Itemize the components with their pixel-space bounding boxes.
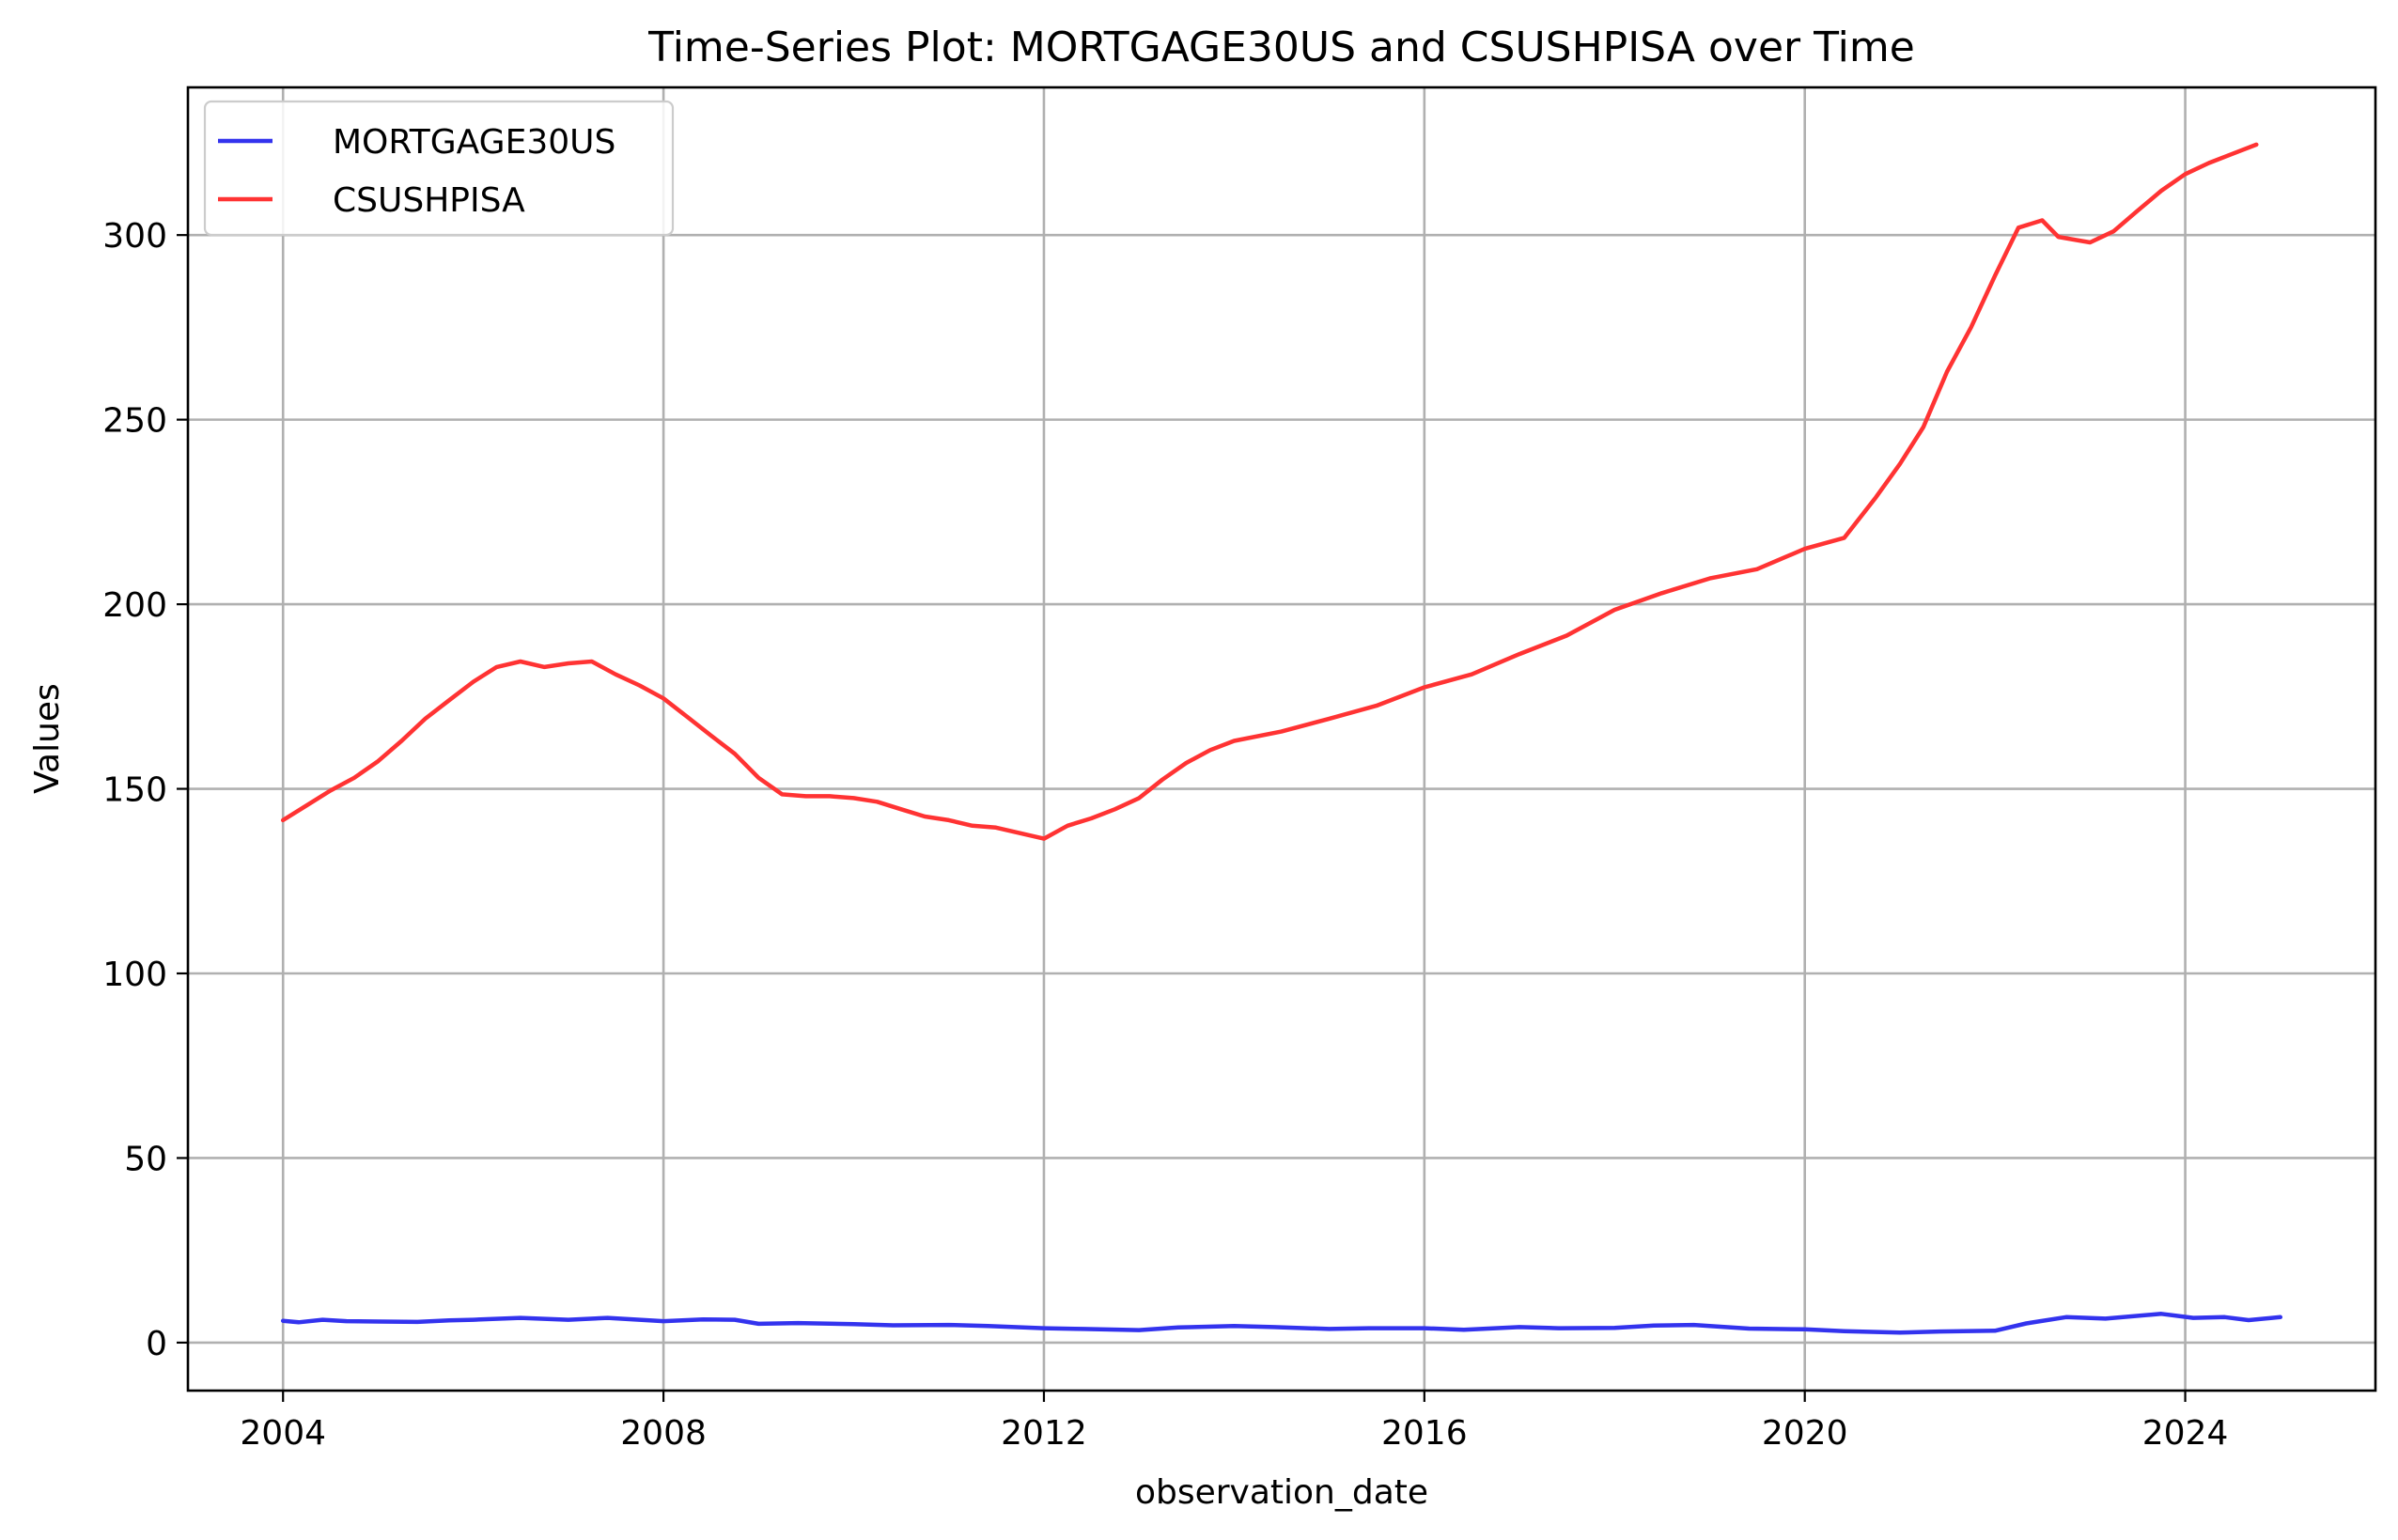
y-tick-label: 150	[102, 771, 167, 810]
series-line-csushpisa	[280, 142, 2259, 841]
legend-box	[203, 100, 675, 237]
series-line-mortgage30us	[280, 1312, 2283, 1335]
x-axis-title: observation_date	[1135, 1473, 1428, 1512]
x-tick-label: 2016	[1381, 1414, 1468, 1453]
x-tick-label: 2020	[1762, 1414, 1848, 1453]
grid-lines	[188, 87, 2375, 1391]
x-tick-label: 2004	[240, 1414, 326, 1453]
x-tick-label: 2008	[620, 1414, 707, 1453]
y-tick-label: 100	[102, 956, 167, 994]
legend: MORTGAGE30US CSUSHPISA	[203, 100, 675, 237]
y-tick-label: 0	[146, 1325, 167, 1363]
series-lines	[280, 142, 2283, 1335]
y-axis-title: Values	[28, 683, 67, 794]
x-axis: 2004 2008 2012 2016 2020 2024	[240, 1391, 2228, 1453]
y-tick-label: 250	[102, 402, 167, 441]
x-tick-label: 2012	[1001, 1414, 1087, 1453]
y-tick-label: 200	[102, 586, 167, 625]
plot-frame	[186, 86, 2377, 1392]
y-tick-label: 300	[102, 217, 167, 256]
legend-label-csushpisa: CSUSHPISA	[333, 181, 525, 220]
y-axis: 0 50 100 150 200 250 300	[102, 217, 188, 1363]
chart-title: Time-Series Plot: MORTGAGE30US and CSUSH…	[647, 23, 1915, 71]
y-tick-label: 50	[124, 1140, 167, 1178]
x-tick-label: 2024	[2142, 1414, 2229, 1453]
legend-label-mortgage30us: MORTGAGE30US	[333, 123, 615, 162]
